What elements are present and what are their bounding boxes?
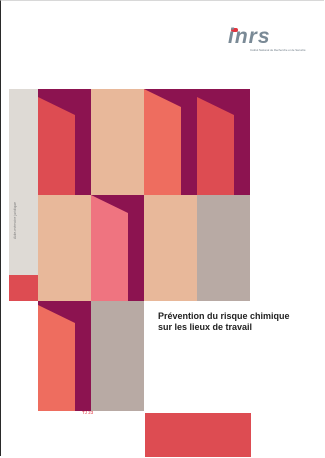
title-line-1: Prévention du risque chimique — [158, 311, 290, 321]
tile-r2c3-bg — [144, 195, 197, 301]
tile-r1c1-shape — [38, 97, 75, 195]
side-strip — [9, 89, 38, 275]
tile-r1c4-shape — [197, 97, 234, 195]
tile-r1c2-bg — [91, 89, 144, 195]
logo-accent-mark — [231, 28, 238, 32]
reference-code: TJ 23 — [82, 410, 94, 415]
tile-r2c1-bg — [38, 195, 91, 301]
inrs-logo: inrs Institut National de Recherche et d… — [228, 25, 312, 55]
tile-r1c3-shape — [144, 89, 181, 195]
title-line-2: sur les lieux de travail — [158, 322, 253, 332]
tile-r2c2-shape — [91, 195, 128, 301]
bottom-red-block — [145, 413, 251, 457]
logo-text: inrs — [228, 25, 271, 48]
tile-r3c2-bg — [91, 301, 144, 411]
tile-r3c1-shape — [38, 305, 75, 411]
side-red-block — [9, 275, 38, 301]
tile-r2c4-bg — [197, 195, 250, 301]
cover-title: Prévention du risque chimique sur les li… — [158, 311, 318, 333]
logo-subtitle: Institut National de Recherche et de Séc… — [250, 48, 306, 52]
